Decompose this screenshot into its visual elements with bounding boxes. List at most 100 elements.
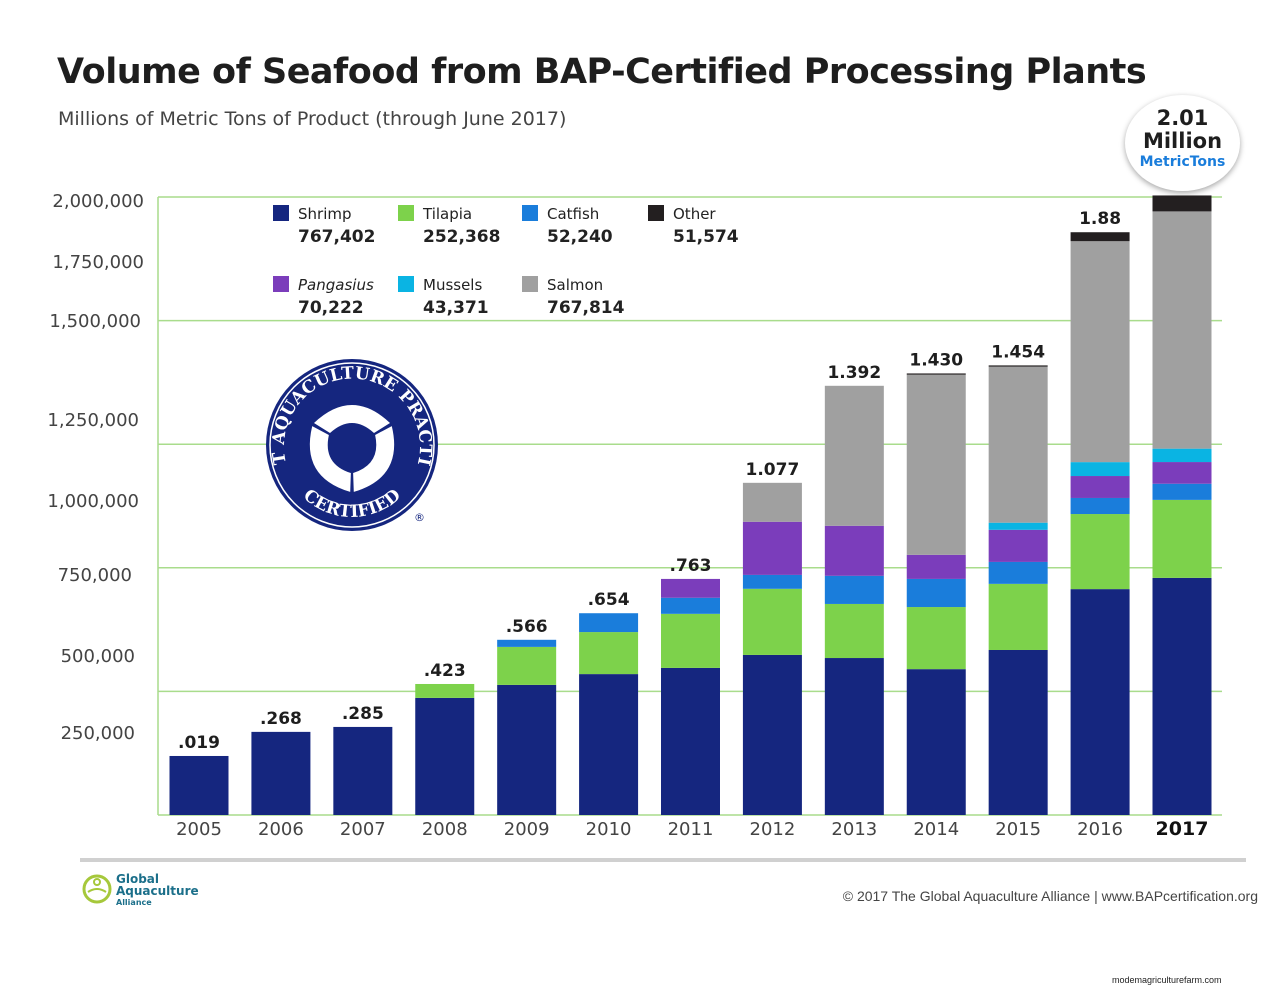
bar-total-label: .763 <box>670 556 712 576</box>
legend-swatch-mussels <box>398 276 414 292</box>
callout-value: 2.01 <box>1156 106 1209 130</box>
x-tick-label: 2006 <box>258 819 304 840</box>
bar-segment-salmon-2012 <box>742 482 802 522</box>
bar-segment-catfish-2016 <box>1070 497 1130 515</box>
x-tick-label: 2005 <box>176 819 222 840</box>
legend-swatch-catfish <box>522 205 538 221</box>
x-tick-label: 2012 <box>750 819 796 840</box>
bar-segment-tilapia-2017 <box>1152 499 1212 578</box>
gaa-logo-line2: Aquaculture <box>116 884 199 898</box>
bar-segment-shrimp-2012 <box>742 654 802 815</box>
bar-segment-pangasius-2015 <box>988 529 1048 562</box>
bar-segment-catfish-2014 <box>906 578 966 608</box>
bar-segment-other-2015 <box>988 365 1048 367</box>
legend-swatch-shrimp <box>273 205 289 221</box>
bar-total-label: 1.88 <box>1079 209 1121 229</box>
bap-fish-icon <box>353 426 395 492</box>
legend-value-pangasius: 70,222 <box>298 298 364 318</box>
x-tick-label: 2017 <box>1156 818 1209 840</box>
legend-label-tilapia: Tilapia <box>422 205 472 223</box>
bar-segment-shrimp-2007 <box>333 726 393 815</box>
x-tick-label: 2009 <box>504 819 550 840</box>
bar-segment-catfish-2015 <box>988 561 1048 584</box>
y-tick-label: 500,000 <box>61 646 135 667</box>
legend-swatch-tilapia <box>398 205 414 221</box>
bar-total-label: 1.454 <box>991 342 1045 362</box>
gaa-globe-icon <box>82 874 112 904</box>
bar-total-label: 1.430 <box>909 350 963 370</box>
bar-segment-catfish-2012 <box>742 574 802 589</box>
callout-unit: Million <box>1142 129 1223 153</box>
bar-segment-mussels-2016 <box>1070 462 1130 477</box>
bar-segment-pangasius-2011 <box>661 578 720 598</box>
legend-value-shrimp: 767,402 <box>298 227 375 247</box>
legend-value-mussels: 43,371 <box>423 298 489 318</box>
legend-label-pangasius: Pangasius <box>298 276 374 294</box>
bar-segment-salmon-2013 <box>824 385 884 526</box>
bar-total-label: .423 <box>424 661 466 681</box>
bar-segment-other-2017 <box>1152 195 1212 212</box>
legend-label-other: Other <box>673 205 716 223</box>
bar-segment-tilapia-2009 <box>497 646 557 685</box>
y-tick-label: 250,000 <box>61 723 135 744</box>
x-tick-label: 2007 <box>340 819 386 840</box>
bar-total-label: .268 <box>260 709 302 729</box>
gaa-logo: Global Aquaculture Alliance <box>82 872 202 908</box>
legend-label-salmon: Salmon <box>547 276 603 294</box>
bar-segment-shrimp-2013 <box>824 658 884 815</box>
legend-value-other: 51,574 <box>673 227 739 247</box>
bar-segment-pangasius-2014 <box>906 554 966 579</box>
bar-segment-salmon-2015 <box>988 366 1048 523</box>
bar-total-label: .285 <box>342 704 384 724</box>
bar-segment-shrimp-2015 <box>988 649 1048 815</box>
legend-label-mussels: Mussels <box>423 276 482 294</box>
bar-total-label: 1.392 <box>827 363 881 383</box>
gaa-logo-line3: Alliance <box>116 898 152 907</box>
bar-segment-shrimp-2017 <box>1152 577 1212 815</box>
bar-total-label: .654 <box>588 590 630 610</box>
bar-segment-catfish-2011 <box>661 597 720 614</box>
bar-total-label: 1.077 <box>746 460 800 480</box>
legend-swatch-salmon <box>522 276 538 292</box>
x-tick-label: 2016 <box>1077 819 1123 840</box>
legend-label-catfish: Catfish <box>547 205 599 223</box>
bar-segment-shrimp-2009 <box>497 684 557 815</box>
bap-fish-icon <box>309 426 351 492</box>
bar-segment-tilapia-2013 <box>824 603 884 659</box>
bar-segment-tilapia-2012 <box>742 588 802 655</box>
bar-segment-shrimp-2014 <box>906 669 966 815</box>
total-callout-bubble: 2.01 Million MetricTons <box>1125 95 1240 191</box>
bar-segment-pangasius-2012 <box>742 521 802 575</box>
bar-segment-catfish-2013 <box>824 575 884 604</box>
bar-segment-shrimp-2008 <box>415 697 475 815</box>
bar-segment-shrimp-2011 <box>661 667 720 815</box>
chart-title: Volume of Seafood from BAP-Certified Pro… <box>57 52 1147 92</box>
bar-segment-tilapia-2014 <box>906 607 966 670</box>
x-tick-label: 2011 <box>668 819 714 840</box>
watermark: modemagriculturefarm.com <box>1112 975 1222 985</box>
legend-value-tilapia: 252,368 <box>423 227 500 247</box>
legend-value-catfish: 52,240 <box>547 227 613 247</box>
y-tick-label: 1,500,000 <box>49 311 141 332</box>
bar-segment-mussels-2015 <box>988 522 1048 530</box>
legend-label-shrimp: Shrimp <box>298 205 352 223</box>
bar-segment-shrimp-2005 <box>169 755 229 815</box>
bap-seal-icon <box>266 359 438 531</box>
legend-value-salmon: 767,814 <box>547 298 625 318</box>
registered-mark: ® <box>414 511 425 524</box>
bar-segment-salmon-2014 <box>906 374 966 555</box>
bar-segment-mussels-2017 <box>1152 448 1212 463</box>
footer-divider <box>80 858 1246 862</box>
bar-total-label: .019 <box>178 733 220 753</box>
copyright-text: © 2017 The Global Aquaculture Alliance |… <box>842 888 1258 904</box>
bar-segment-pangasius-2017 <box>1152 462 1212 484</box>
legend-swatch-pangasius <box>273 276 289 292</box>
bar-segment-shrimp-2016 <box>1070 589 1130 815</box>
bar-segment-salmon-2016 <box>1070 241 1130 463</box>
x-tick-label: 2008 <box>422 819 468 840</box>
gaa-logo-line1: Global <box>116 872 160 886</box>
callout-label: MetricTons <box>1139 154 1226 170</box>
bar-segment-other-2016 <box>1070 232 1130 242</box>
bar-segment-tilapia-2010 <box>579 632 639 675</box>
